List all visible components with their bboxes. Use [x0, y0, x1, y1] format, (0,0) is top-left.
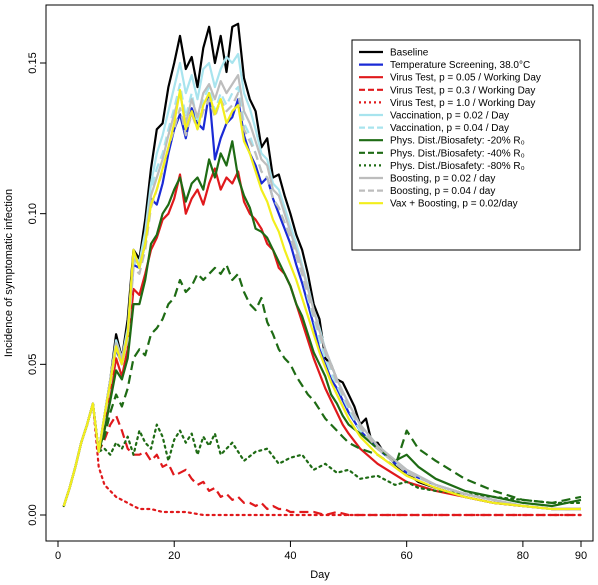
x-tick-label-0: 0 [55, 550, 61, 562]
series-line-9 [62, 402, 583, 508]
legend-label-2: Virus Test, p = 0.05 / Working Day [390, 73, 541, 84]
x-axis-title: Day [310, 569, 330, 581]
x-tick-label-4: 80 [517, 550, 529, 562]
series-layer [62, 22, 583, 517]
legend-label-12: Vax + Boosting, p = 0.02/day [390, 199, 518, 210]
legend-label-10: Boosting, p = 0.02 / day [390, 174, 495, 185]
series-line-8 [62, 263, 582, 507]
x-tick-label-3: 60 [401, 550, 413, 562]
series-line-2 [62, 167, 581, 511]
legend-label-3: Virus Test, p = 0.3 / Working Day [390, 85, 535, 96]
legend-label-4: Virus Test, p = 1.0 / Working Day [390, 98, 535, 109]
y-tick-label-0: 0.00 [27, 504, 39, 525]
legend-label-0: Baseline [390, 48, 429, 59]
legend-label-9: Phys. Dist./Biosafety: -80% R₀ [390, 161, 525, 172]
legend-label-8: Phys. Dist./Biosafety: -40% R₀ [390, 148, 525, 159]
series-line-4 [62, 402, 583, 517]
legend-label-6: Vaccination, p = 0.04 / Day [390, 123, 509, 134]
legend-label-1: Temperature Screening, 38.0°C [390, 60, 530, 71]
x-tick-label-1: 20 [168, 550, 180, 562]
y-tick-label-3: 0.15 [27, 52, 39, 73]
y-axis-title: Incidence of symptomatic infection [3, 189, 15, 357]
series-line-7 [62, 140, 582, 508]
legend-label-5: Vaccination, p = 0.02 / Day [390, 111, 509, 122]
series-line-10 [62, 74, 581, 511]
series-line-3 [62, 402, 581, 517]
series-line-12 [62, 89, 581, 511]
x-tick-label-2: 40 [284, 550, 296, 562]
legend-box [351, 39, 581, 251]
axes: 0 20 40 60 80 90 0.00 0.05 0.10 0.15 [27, 52, 587, 562]
y-tick-label-1: 0.05 [27, 354, 39, 375]
legend-label-11: Boosting, p = 0.04 / day [390, 186, 495, 197]
legend-label-7: Phys. Dist./Biosafety: -20% R₀ [390, 136, 525, 147]
y-tick-label-2: 0.10 [27, 203, 39, 224]
x-tick-label-5: 90 [575, 550, 587, 562]
